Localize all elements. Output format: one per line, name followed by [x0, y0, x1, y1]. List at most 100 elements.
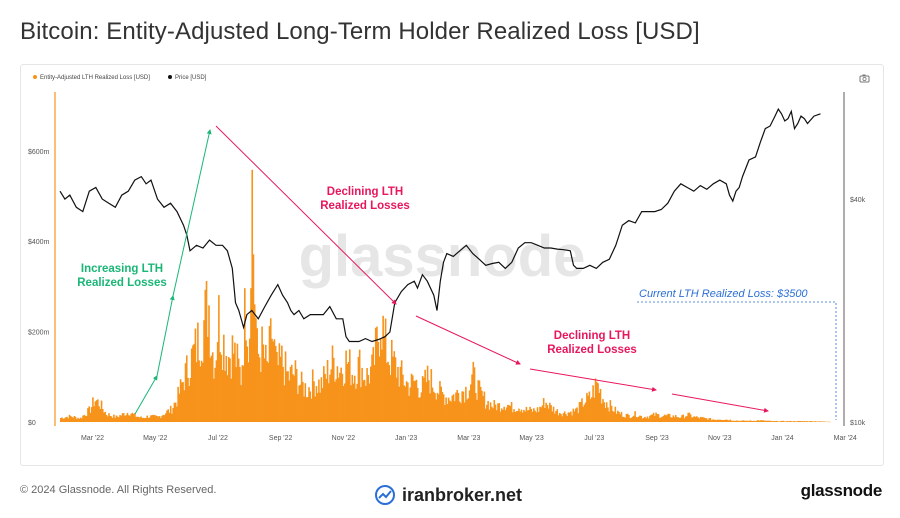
loss-bar [498, 403, 501, 422]
loss-bar [524, 411, 526, 422]
loss-bar [329, 374, 331, 422]
loss-bar [267, 362, 270, 422]
loss-bar [754, 421, 756, 422]
loss-bar [121, 413, 124, 422]
loss-bar [136, 416, 139, 422]
loss-bar [528, 410, 530, 422]
loss-bar [307, 397, 309, 422]
loss-bar [353, 375, 356, 422]
loss-bar [529, 406, 531, 422]
loss-bar [223, 334, 225, 422]
loss-bar [444, 404, 446, 422]
loss-bar [603, 402, 605, 422]
y-axis-left: $0 $200m $400m $600m [28, 149, 50, 427]
loss-bar [666, 414, 668, 422]
loss-bar [218, 295, 220, 422]
loss-bar [749, 420, 751, 422]
loss-bar [171, 413, 173, 422]
loss-bar [404, 386, 407, 422]
loss-bar [89, 412, 92, 422]
loss-bar [708, 418, 710, 422]
loss-bar [675, 415, 677, 422]
loss-bar [93, 406, 95, 422]
loss-bar [540, 407, 543, 422]
loss-bar [250, 288, 252, 422]
loss-bar [407, 382, 409, 422]
loss-bar [371, 354, 373, 422]
legend-loss-label: Entity-Adjusted LTH Realized Loss [USD] [40, 75, 150, 81]
loss-bar [697, 417, 699, 422]
loss-bar [258, 357, 261, 422]
camera-icon[interactable] [859, 74, 870, 83]
loss-bar [597, 383, 599, 422]
loss-bar [355, 388, 357, 422]
loss-bar [97, 399, 99, 422]
loss-bar [593, 397, 596, 422]
loss-bar [808, 421, 811, 422]
price-line-group [59, 107, 821, 343]
loss-bar [625, 414, 628, 422]
loss-bar [634, 411, 636, 422]
loss-bar [434, 393, 436, 422]
loss-bar [801, 421, 803, 422]
increasing-arrow [156, 295, 175, 377]
loss-bar [252, 254, 255, 422]
loss-bar [137, 416, 140, 422]
loss-bar [340, 367, 342, 422]
loss-bar [167, 409, 170, 422]
loss-bar [376, 326, 378, 422]
loss-bar [383, 335, 386, 422]
loss-bar [494, 404, 497, 422]
loss-bar [671, 417, 673, 422]
loss-bar [82, 415, 84, 422]
loss-bar [788, 421, 791, 422]
loss-bar [615, 413, 618, 422]
increasing-arrow [172, 129, 212, 297]
loss-bar [776, 420, 778, 422]
loss-bar [398, 386, 400, 422]
loss-bar [624, 417, 626, 422]
loss-bar [555, 410, 557, 422]
declining-arrow [215, 125, 397, 305]
loss-bar [461, 391, 463, 422]
loss-bar [414, 380, 417, 422]
page-title: Bitcoin: Entity-Adjusted Long-Term Holde… [20, 18, 700, 45]
loss-bar [500, 408, 503, 422]
loss-bar [609, 400, 612, 422]
annotation-current: Current LTH Realized Loss: $3500 [639, 288, 808, 300]
loss-bar [345, 350, 347, 422]
loss-bar [287, 371, 289, 422]
loss-bar [435, 399, 438, 422]
loss-bar [687, 412, 689, 422]
loss-bar [411, 375, 414, 422]
loss-bar [314, 396, 317, 422]
loss-bar [497, 403, 499, 422]
loss-bar [561, 416, 564, 422]
loss-bar [736, 420, 739, 422]
loss-bar [792, 421, 794, 422]
loss-bar [173, 402, 176, 422]
loss-bar [765, 420, 767, 422]
loss-bar [192, 345, 194, 422]
loss-bar [339, 372, 341, 422]
loss-bar [504, 410, 507, 422]
loss-bar [63, 418, 66, 422]
loss-bar [257, 353, 260, 422]
loss-bar [225, 355, 228, 422]
loss-bar [626, 413, 629, 422]
broker-text: iranbroker.net [402, 484, 523, 505]
loss-bar [734, 420, 736, 422]
loss-bar [714, 419, 717, 422]
loss-bar [602, 399, 604, 422]
loss-bar [286, 371, 288, 422]
chart-growth-icon [375, 485, 395, 505]
loss-bar [598, 392, 601, 422]
loss-bar [211, 352, 214, 422]
loss-bar [362, 380, 365, 422]
loss-bar [572, 408, 575, 422]
loss-bar [481, 390, 483, 422]
loss-bar [395, 377, 398, 422]
loss-bar [793, 420, 796, 422]
loss-bar [100, 400, 103, 422]
loss-bar [725, 419, 728, 422]
